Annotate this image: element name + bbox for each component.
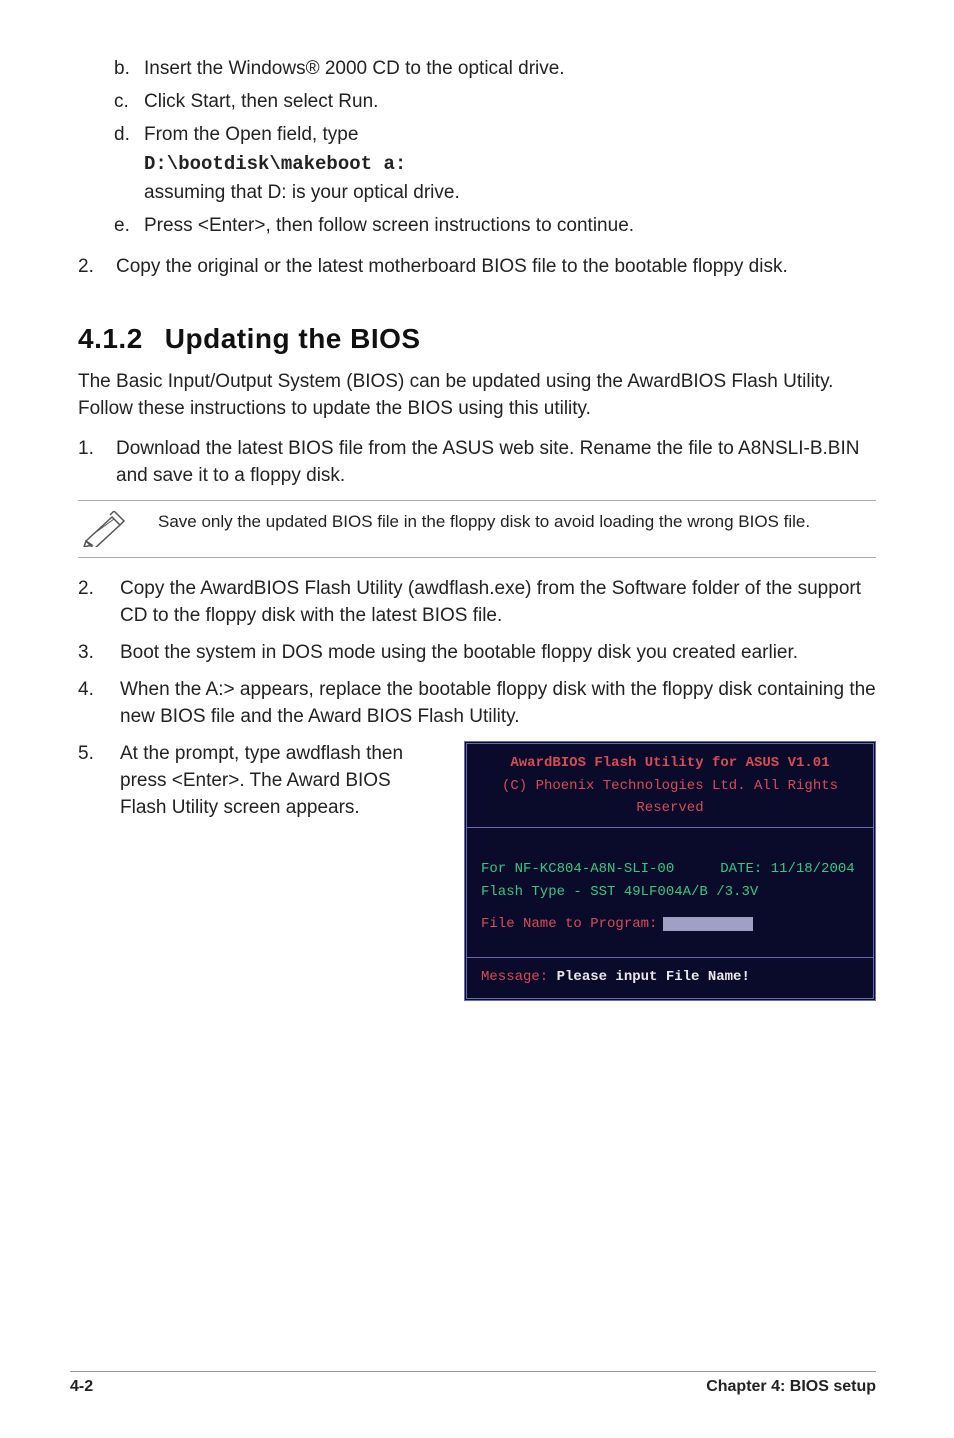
step-letter: e.: [114, 213, 130, 240]
step-letter: d.: [114, 122, 130, 149]
step-d-intro: From the Open field, type: [144, 124, 358, 145]
step-4: 4. When the A:> appears, replace the boo…: [78, 677, 876, 731]
terminal-separator: [467, 957, 873, 958]
step-e-text: Press <Enter>, then follow screen instru…: [144, 215, 634, 236]
step-5: 5. At the prompt, type awdflash then pre…: [78, 741, 876, 1001]
step-letter: c.: [114, 89, 129, 116]
step-d-note: assuming that D: is your optical drive.: [144, 180, 876, 207]
section-number: 4.1.2: [78, 319, 143, 359]
step-3-text: Boot the system in DOS mode using the bo…: [120, 640, 876, 667]
terminal-flash-type: Flash Type - SST 49LF004A/B /3.3V: [481, 881, 859, 903]
terminal-message-line: Message: Please input File Name!: [481, 966, 859, 988]
terminal-info-line-1: For NF-KC804-A8N-SLI-00 DATE: 11/18/2004: [481, 858, 859, 880]
terminal-separator: [467, 827, 873, 828]
page-footer: 4-2 Chapter 4: BIOS setup: [70, 1371, 876, 1396]
terminal-prompt-line: File Name to Program:: [481, 913, 859, 935]
step-number: 5.: [78, 741, 96, 1001]
section-intro-paragraph: The Basic Input/Output System (BIOS) can…: [78, 369, 876, 423]
terminal-prompt-label: File Name to Program:: [481, 916, 657, 932]
step-2-text: Copy the AwardBIOS Flash Utility (awdfla…: [120, 576, 876, 630]
footer-chapter: Chapter 4: BIOS setup: [706, 1378, 876, 1396]
top-step-2-text: Copy the original or the latest motherbo…: [116, 254, 876, 281]
terminal-message-label: Message:: [481, 969, 548, 985]
sub-steps-list: b. Insert the Windows® 2000 CD to the op…: [78, 56, 876, 240]
terminal-title: AwardBIOS Flash Utility for ASUS V1.01: [481, 752, 859, 774]
step-number: 3.: [78, 640, 96, 667]
step-d: d. From the Open field, type D:\bootdisk…: [114, 122, 876, 207]
step-d-command: D:\bootdisk\makeboot a:: [144, 151, 876, 178]
step-1-text: Download the latest BIOS file from the A…: [116, 436, 876, 490]
pencil-note-icon: [82, 511, 128, 547]
step-number: 2.: [78, 254, 94, 281]
terminal-copyright: (C) Phoenix Technologies Ltd. All Rights…: [481, 775, 859, 820]
step-4-text: When the A:> appears, replace the bootab…: [120, 677, 876, 731]
step-b-text: Insert the Windows® 2000 CD to the optic…: [144, 58, 565, 79]
terminal-board-id: For NF-KC804-A8N-SLI-00: [481, 861, 674, 877]
step-number: 4.: [78, 677, 96, 731]
note-box: Save only the updated BIOS file in the f…: [78, 500, 876, 558]
step-b: b. Insert the Windows® 2000 CD to the op…: [114, 56, 876, 83]
step-letter: b.: [114, 56, 130, 83]
terminal-cursor: [663, 917, 753, 931]
numbered-steps: 2. Copy the AwardBIOS Flash Utility (awd…: [78, 576, 876, 1001]
section-title: Updating the BIOS: [165, 323, 421, 354]
top-step-2: 2. Copy the original or the latest mothe…: [78, 254, 876, 281]
step-2: 2. Copy the AwardBIOS Flash Utility (awd…: [78, 576, 876, 630]
terminal-message-text: Please input File Name!: [548, 969, 750, 985]
step-c: c. Click Start, then select Run.: [114, 89, 876, 116]
note-text: Save only the updated BIOS file in the f…: [158, 509, 810, 534]
step-e: e. Press <Enter>, then follow screen ins…: [114, 213, 876, 240]
step-3: 3. Boot the system in DOS mode using the…: [78, 640, 876, 667]
step-c-text: Click Start, then select Run.: [144, 91, 378, 112]
step-number: 2.: [78, 576, 96, 630]
step-1: 1. Download the latest BIOS file from th…: [78, 436, 876, 490]
terminal-screenshot: AwardBIOS Flash Utility for ASUS V1.01 (…: [464, 741, 876, 1001]
step-number: 1.: [78, 436, 94, 490]
section-heading: 4.1.2 Updating the BIOS: [78, 319, 876, 359]
terminal-date: DATE: 11/18/2004: [720, 861, 854, 877]
footer-page-number: 4-2: [70, 1378, 93, 1396]
step-5-text: At the prompt, type awdflash then press …: [120, 741, 440, 822]
